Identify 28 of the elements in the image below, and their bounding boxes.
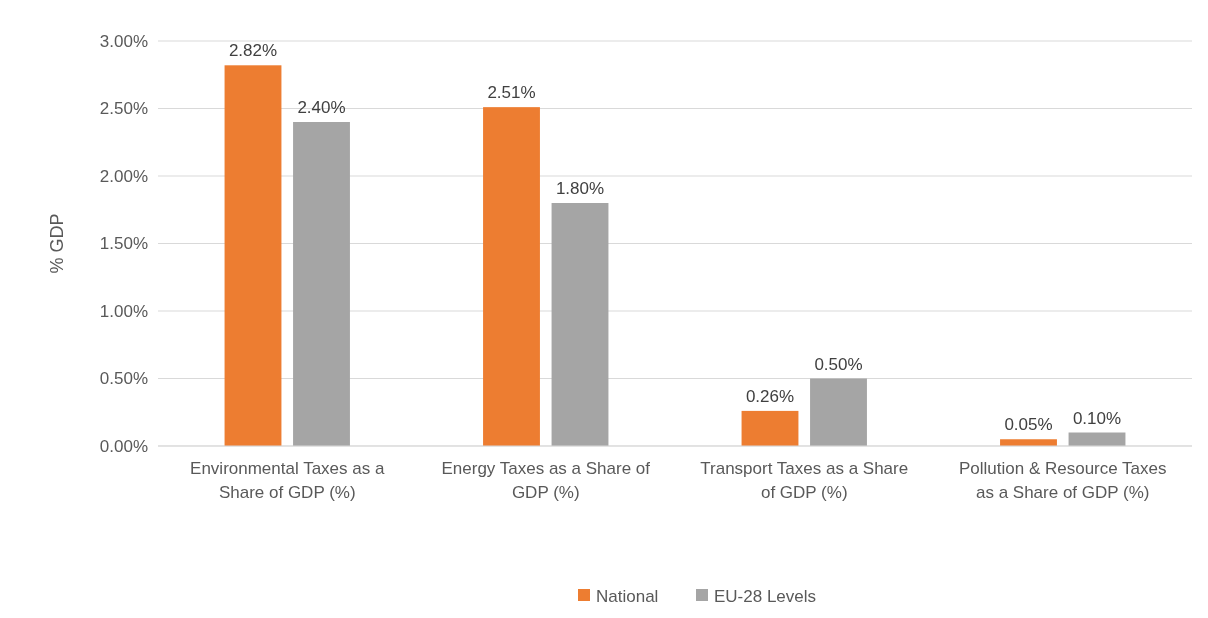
legend-label: EU-28 Levels — [714, 586, 817, 606]
y-tick-label: 1.00% — [99, 301, 148, 321]
y-tick-label: 1.50% — [99, 234, 148, 254]
bar — [810, 378, 867, 446]
data-label: 2.40% — [297, 98, 346, 117]
y-tick-label: 0.50% — [99, 369, 148, 389]
x-tick-label: Transport Taxes as a Share of GDP (%) — [700, 459, 909, 502]
bar — [741, 410, 799, 446]
bar — [551, 203, 609, 446]
data-label: 2.82% — [228, 41, 278, 61]
data-label: 0.10% — [1072, 408, 1122, 428]
y-tick-label: 2.50% — [99, 99, 148, 119]
x-tick-label: Pollution & Resource Taxes as a Share of GDP (%) — [958, 459, 1167, 502]
data-label: 2.51% — [487, 83, 536, 103]
y-tick-label: 2.00% — [99, 166, 148, 186]
data-label: 0.05% — [1004, 415, 1053, 435]
x-tick-label: Energy Taxes as a Share of GDP (%) — [441, 459, 651, 502]
data-label: 0.26% — [745, 386, 795, 406]
x-tick-label: Environmental Taxes as a Share of GDP (%) — [190, 459, 385, 502]
y-tick-label: 0.00% — [99, 436, 148, 456]
y-axis-title: % GDP — [47, 213, 67, 274]
bar — [483, 107, 540, 446]
data-label: 0.50% — [814, 354, 863, 374]
bar — [293, 122, 350, 446]
y-tick-label: 3.00% — [99, 31, 148, 51]
data-label: 1.80% — [555, 179, 605, 198]
bar — [224, 65, 282, 446]
legend-label: National — [596, 586, 659, 606]
